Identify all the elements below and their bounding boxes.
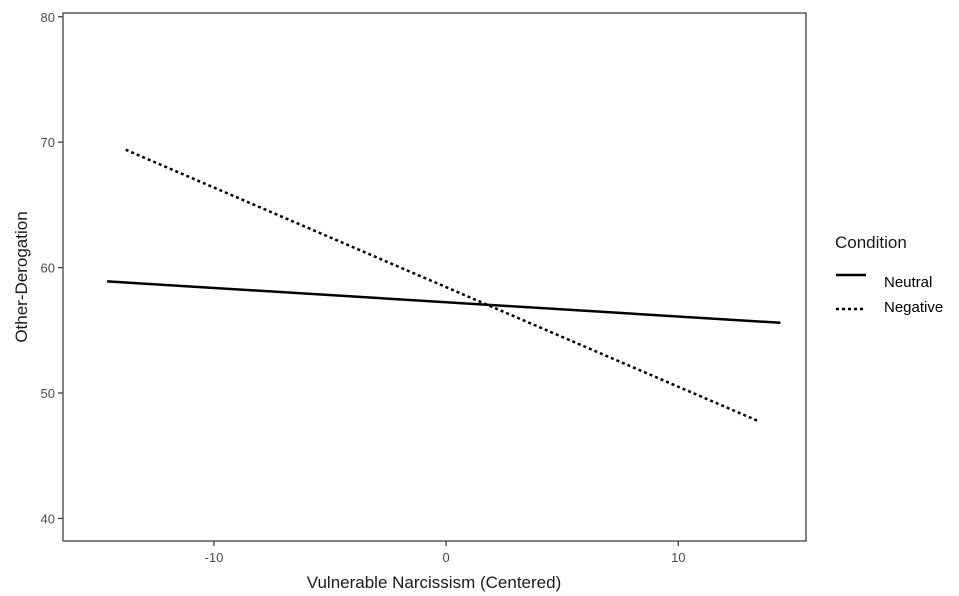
plot-panel	[62, 12, 807, 542]
series-line-negative	[125, 148, 758, 422]
legend-label-neutral: Neutral	[884, 274, 932, 291]
legend: Condition Neutral Negative	[835, 233, 943, 316]
x-tick-label: 10	[671, 550, 685, 565]
x-tick-label: 0	[442, 550, 449, 565]
y-tick-label: 40	[41, 511, 55, 526]
series-line-neutral	[107, 280, 781, 325]
axis-ticks: -10 0 10 40 50 60 70 80	[41, 10, 686, 565]
y-tick-label: 80	[41, 10, 55, 25]
legend-title: Condition	[835, 233, 907, 252]
x-tick-label: -10	[205, 550, 224, 565]
y-tick-label: 50	[41, 386, 55, 401]
x-axis-title: Vulnerable Narcissism (Centered)	[307, 573, 561, 592]
series-lines	[107, 148, 781, 422]
y-axis-title: Other-Derogation	[12, 211, 31, 342]
legend-label-negative: Negative	[884, 299, 943, 316]
y-tick-label: 70	[41, 135, 55, 150]
y-tick-label: 60	[41, 261, 55, 276]
